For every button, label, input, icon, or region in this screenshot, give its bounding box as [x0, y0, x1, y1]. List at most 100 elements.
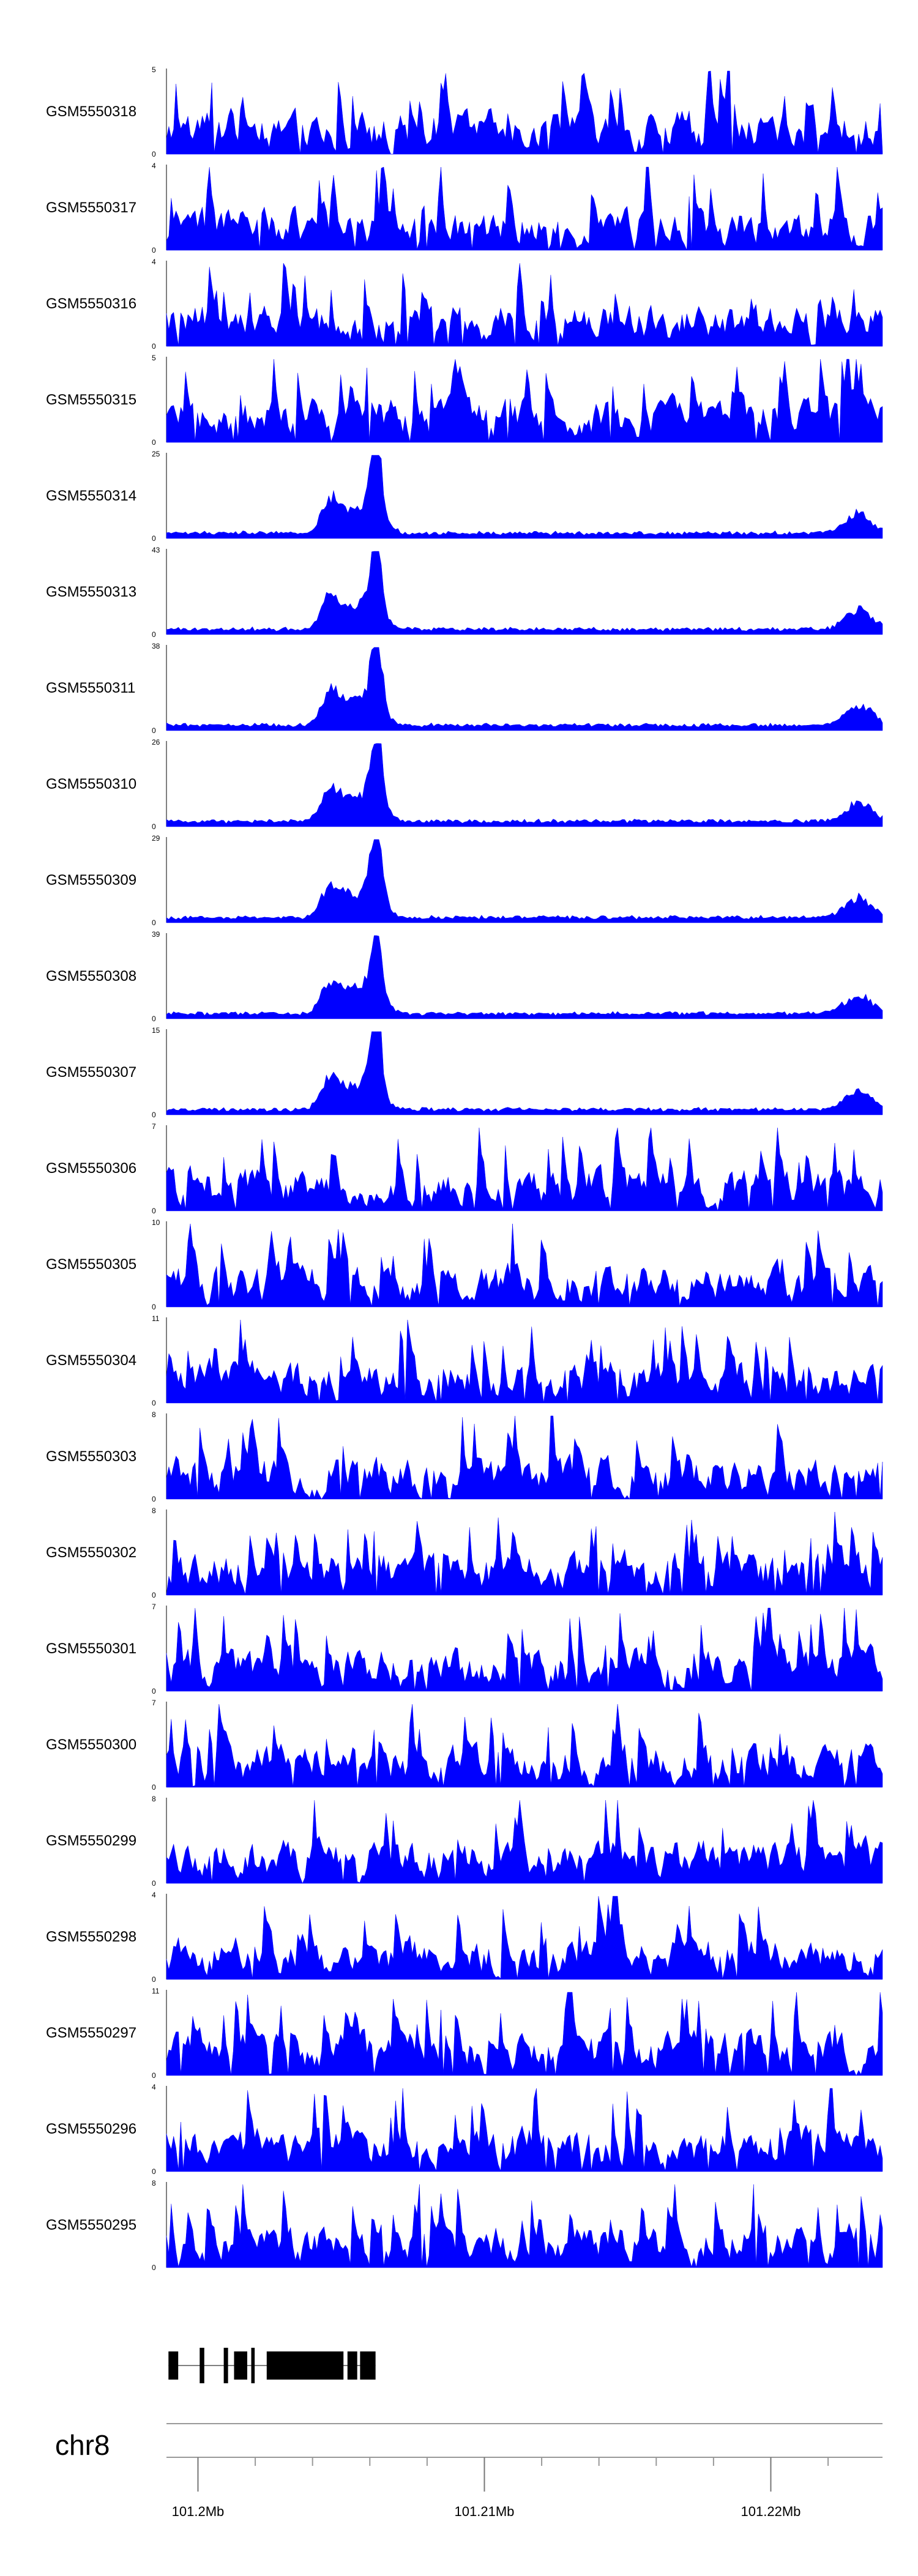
y-max-label: 25 [152, 450, 160, 458]
exon [251, 2348, 255, 2383]
track-label: GSM5550307 [46, 1064, 136, 1081]
y-zero-label: 0 [152, 726, 156, 735]
track: GSM5550318 5 0 [46, 65, 883, 158]
coverage-area [166, 70, 883, 155]
coverage-area [166, 1415, 883, 1500]
y-max-label: 43 [152, 546, 160, 554]
exon [200, 2348, 204, 2383]
coverage-area [166, 743, 883, 827]
track: GSM5550306 7 0 [46, 1122, 883, 1215]
track-label: GSM5550318 [46, 103, 136, 120]
track-label: GSM5550298 [46, 1929, 136, 1945]
y-max-label: 5 [152, 354, 156, 362]
y-zero-label: 0 [152, 2263, 156, 2272]
track-label: GSM5550314 [46, 488, 136, 504]
track: GSM5550309 29 0 [46, 834, 883, 927]
track-label: GSM5550316 [46, 296, 136, 312]
track-label: GSM5550308 [46, 968, 136, 985]
y-zero-label: 0 [152, 438, 156, 447]
exon [347, 2351, 357, 2380]
y-zero-label: 0 [152, 1975, 156, 1984]
exon [168, 2351, 179, 2380]
coverage-area [166, 1800, 883, 1884]
chromosome-track: chr8 [55, 2423, 883, 2461]
coverage-area [166, 1319, 883, 1404]
coverage-area [166, 1992, 883, 2076]
coverage-area [166, 1511, 883, 1596]
y-max-label: 11 [152, 1987, 160, 1995]
track-label: GSM5550301 [46, 1640, 136, 1657]
track: GSM5550295 8 0 [46, 2179, 883, 2272]
axis-label: 101.2Mb [172, 2504, 225, 2519]
track-label: GSM5550317 [46, 199, 136, 216]
track-label: GSM5550305 [46, 1256, 136, 1273]
track-label: GSM5550303 [46, 1448, 136, 1465]
axis-label: 101.22Mb [741, 2504, 801, 2519]
y-zero-label: 0 [152, 918, 156, 927]
gene-model-track [168, 2348, 376, 2383]
y-max-label: 11 [152, 1314, 160, 1323]
coverage-area [166, 359, 883, 443]
y-zero-label: 0 [152, 2167, 156, 2176]
track: GSM5550307 15 0 [46, 1026, 883, 1119]
y-zero-label: 0 [152, 342, 156, 351]
y-max-label: 7 [152, 1699, 156, 1707]
track-label: GSM5550300 [46, 1737, 136, 1753]
y-zero-label: 0 [152, 534, 156, 543]
y-max-label: 8 [152, 1795, 156, 1803]
coverage-area [166, 551, 883, 635]
y-max-label: 4 [152, 2083, 156, 2091]
track-label: GSM5550296 [46, 2121, 136, 2137]
track: GSM5550297 11 0 [46, 1987, 883, 2080]
track-label: GSM5550309 [46, 872, 136, 888]
track: GSM5550310 26 0 [46, 738, 883, 831]
track: GSM5550313 43 0 [46, 546, 883, 639]
track: GSM5550296 4 0 [46, 2083, 883, 2176]
track: GSM5550299 8 0 [46, 1795, 883, 1888]
track: GSM5550315 5 0 [46, 354, 883, 447]
y-zero-label: 0 [152, 150, 156, 158]
track: GSM5550298 4 0 [46, 1891, 883, 1984]
coverage-area [166, 2184, 883, 2268]
y-max-label: 26 [152, 738, 160, 746]
track-label: GSM5550304 [46, 1352, 136, 1369]
coverage-area [166, 1127, 883, 1212]
track: GSM5550311 38 0 [46, 642, 883, 735]
exon [223, 2348, 228, 2383]
y-max-label: 5 [152, 65, 156, 74]
track-label: GSM5550313 [46, 584, 136, 600]
y-max-label: 4 [152, 258, 156, 266]
y-max-label: 38 [152, 642, 160, 650]
genome-axis: 101.2Mb 101.21Mb 101.22Mb [166, 2457, 883, 2519]
axis-label: 101.21Mb [455, 2504, 515, 2519]
y-max-label: 7 [152, 1603, 156, 1611]
track-label: GSM5550299 [46, 1833, 136, 1849]
track-label: GSM5550306 [46, 1160, 136, 1177]
y-zero-label: 0 [152, 1399, 156, 1407]
y-zero-label: 0 [152, 1207, 156, 1215]
track: GSM5550308 39 0 [46, 930, 883, 1023]
track: GSM5550302 8 0 [46, 1506, 883, 1599]
coverage-area [166, 262, 883, 347]
track: GSM5550305 10 0 [46, 1218, 883, 1311]
y-zero-label: 0 [152, 1111, 156, 1119]
y-max-label: 29 [152, 834, 160, 843]
y-max-label: 10 [152, 1218, 160, 1227]
chromosome-label: chr8 [55, 2429, 110, 2461]
track: GSM5550303 8 0 [46, 1410, 883, 1503]
y-max-label: 4 [152, 1891, 156, 1899]
coverage-area [166, 2088, 883, 2172]
track-label: GSM5550302 [46, 1544, 136, 1561]
track: GSM5550301 7 0 [46, 1603, 883, 1696]
track-label: GSM5550310 [46, 776, 136, 792]
track-label: GSM5550297 [46, 2025, 136, 2041]
y-max-label: 39 [152, 930, 160, 939]
exon [360, 2351, 376, 2380]
track: GSM5550316 4 0 [46, 258, 883, 351]
track: GSM5550314 25 0 [46, 450, 883, 543]
y-zero-label: 0 [152, 1783, 156, 1792]
track-label: GSM5550295 [46, 2217, 136, 2233]
coverage-area [166, 935, 883, 1019]
track-label: GSM5550311 [46, 680, 135, 696]
y-zero-label: 0 [152, 2071, 156, 2080]
